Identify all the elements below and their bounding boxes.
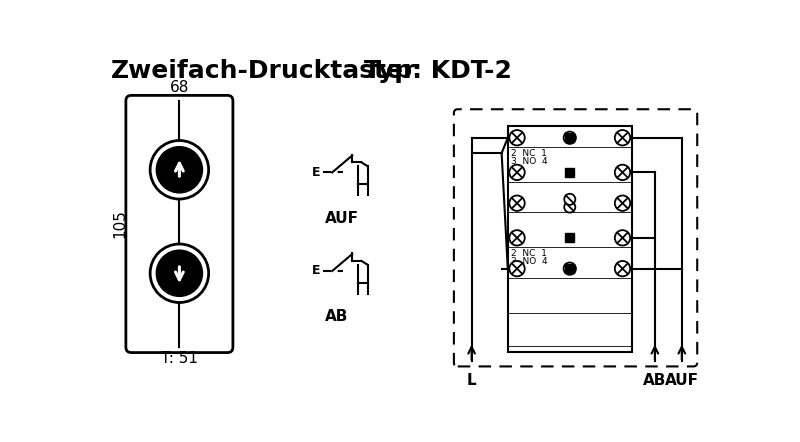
- Circle shape: [510, 195, 525, 211]
- Text: E: E: [311, 264, 320, 278]
- Text: AB: AB: [326, 309, 349, 324]
- Circle shape: [510, 261, 525, 276]
- Text: AUF: AUF: [326, 211, 359, 226]
- Circle shape: [564, 263, 576, 275]
- Text: T: 51: T: 51: [161, 351, 198, 366]
- Bar: [565, 168, 574, 177]
- Text: E: E: [311, 166, 320, 179]
- Circle shape: [156, 250, 202, 296]
- Circle shape: [564, 194, 575, 205]
- Text: 68: 68: [170, 80, 189, 95]
- Circle shape: [615, 261, 630, 276]
- Text: L: L: [466, 373, 477, 388]
- Text: 2  NC  1: 2 NC 1: [511, 149, 546, 158]
- Circle shape: [615, 195, 630, 211]
- Circle shape: [615, 165, 630, 180]
- FancyBboxPatch shape: [126, 95, 233, 353]
- Bar: [565, 233, 574, 243]
- Text: Zweifach-Drucktaster: Zweifach-Drucktaster: [111, 59, 417, 83]
- Text: Typ: KDT-2: Typ: KDT-2: [364, 59, 512, 83]
- Circle shape: [564, 132, 576, 144]
- Circle shape: [510, 130, 525, 145]
- Circle shape: [615, 230, 630, 246]
- Circle shape: [150, 141, 209, 199]
- Text: AB: AB: [643, 373, 666, 388]
- Circle shape: [510, 165, 525, 180]
- Bar: [565, 133, 574, 142]
- Circle shape: [564, 202, 575, 213]
- Bar: [508, 126, 632, 352]
- Circle shape: [510, 230, 525, 246]
- Text: AUF: AUF: [665, 373, 699, 388]
- Bar: [565, 264, 574, 273]
- Circle shape: [615, 130, 630, 145]
- Circle shape: [150, 244, 209, 302]
- Text: 105: 105: [113, 210, 127, 238]
- Circle shape: [156, 147, 202, 193]
- Text: 2  NC  1: 2 NC 1: [511, 249, 546, 259]
- Text: 3  NO  4: 3 NO 4: [511, 257, 547, 266]
- Text: 3  NO  4: 3 NO 4: [511, 157, 547, 166]
